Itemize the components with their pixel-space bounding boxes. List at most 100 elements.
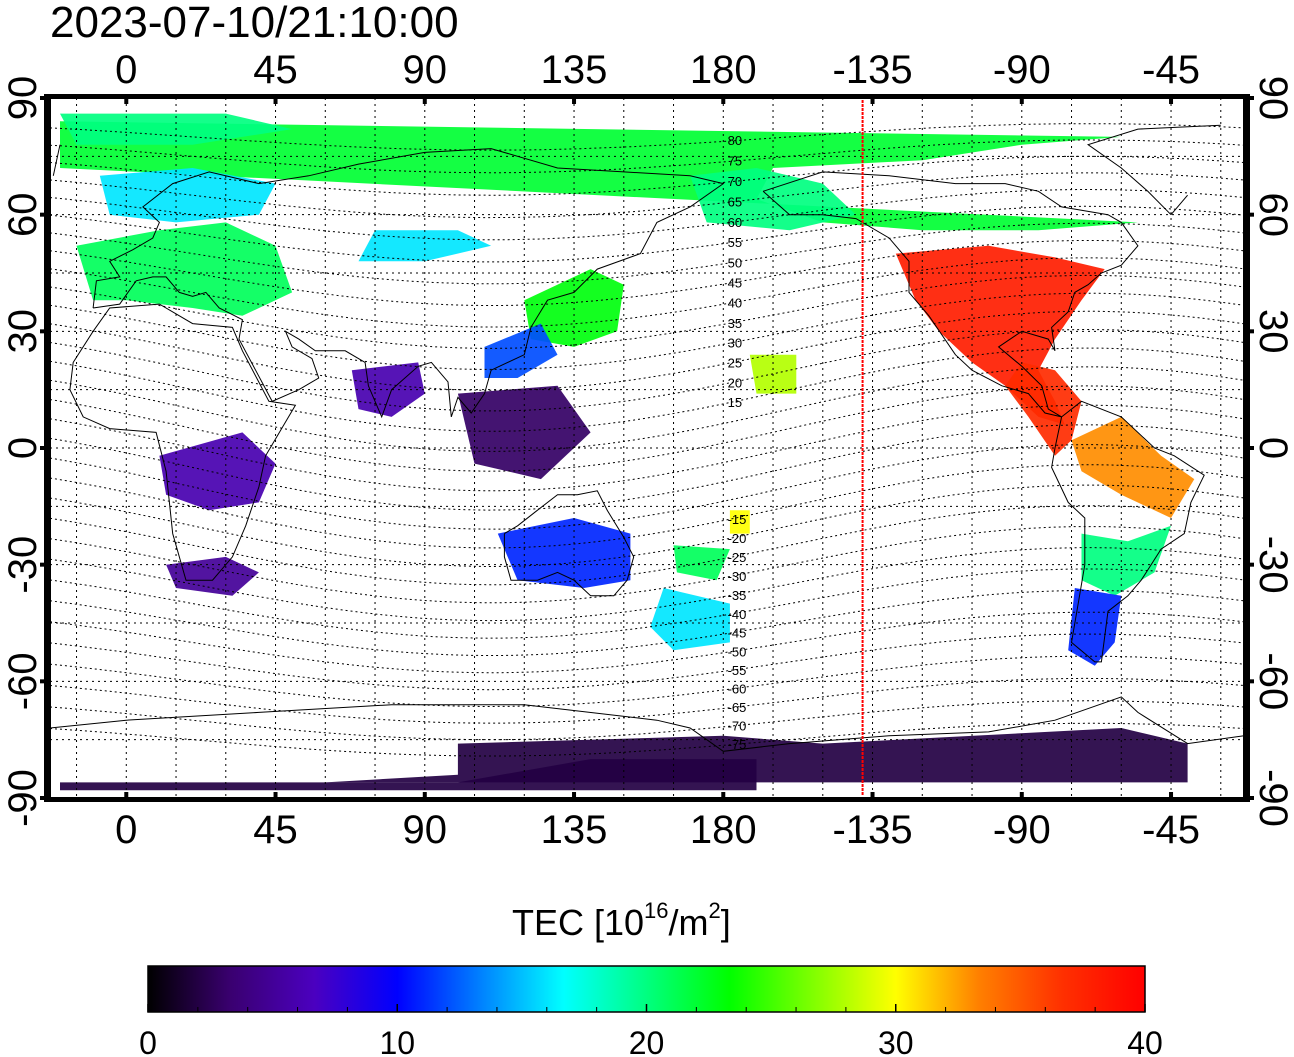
- lat-label-left: 30: [1, 309, 45, 354]
- magnetic-contour-30: [49, 292, 1245, 370]
- lon-label-bottom: 0: [115, 808, 137, 852]
- magnetic-label-15: 15: [728, 395, 742, 410]
- lat-label-left: 60: [1, 192, 45, 237]
- lat-tick-right: [1244, 796, 1254, 800]
- lat-label-right: 90: [1251, 76, 1294, 121]
- magnetic-label--60: -60: [728, 682, 747, 697]
- lon-tick-bottom: [273, 792, 278, 802]
- tec-patch-south-america-north: [1071, 416, 1195, 518]
- lat-label-right: 30: [1251, 309, 1294, 354]
- lat-tick-left: [40, 562, 50, 567]
- lon-label-bottom: -135: [833, 808, 913, 852]
- lon-tick-top: [273, 94, 278, 104]
- lat-tick-right: [1244, 562, 1254, 567]
- magnetic-contour-50: [49, 222, 1245, 285]
- magnetic-contour-40: [49, 257, 1245, 328]
- lat-label-left: -30: [1, 536, 45, 594]
- lat-axes: 90 90 60 60 30 30 0 0 -30 -30 -60 -60 -90 -90: [1, 76, 1294, 827]
- lon-tick-bottom: [1019, 792, 1024, 802]
- lon-tick-top: [124, 94, 129, 104]
- lon-label-top: -45: [1142, 48, 1200, 92]
- tec-patches: [60, 113, 1195, 791]
- bottom-axis-strip: [50, 798, 1244, 802]
- top-axis-strip: [50, 94, 1244, 98]
- magnetic-label--20: -20: [728, 531, 747, 546]
- magnetic-label-70: 70: [728, 174, 742, 189]
- lon-label-top: 45: [253, 48, 298, 92]
- lon-label-top: 90: [403, 48, 448, 92]
- lat-label-left: 90: [1, 76, 45, 121]
- lon-tick-bottom: [721, 792, 726, 802]
- magnetic-contour--60: [49, 655, 1245, 708]
- lon-label-top: 0: [115, 48, 137, 92]
- magnetic-label-60: 60: [728, 215, 742, 230]
- magnetic-contour-65: [49, 172, 1245, 219]
- grid: [50, 98, 1244, 798]
- lon-label-top: 135: [541, 48, 608, 92]
- magnetic-contour--35: [49, 547, 1245, 622]
- magnetic-contour--50: [49, 611, 1245, 674]
- lat-label-right: -30: [1251, 536, 1294, 594]
- tec-patch-russia: [358, 230, 492, 262]
- magnetic-contour--40: [49, 568, 1245, 639]
- tec-patch-europe: [76, 222, 293, 316]
- tec-patch-southeast-asia: [457, 385, 591, 480]
- tec-patch-north-america: [895, 245, 1105, 425]
- magnetic-label-55: 55: [728, 235, 742, 250]
- tec-patch-central-america: [1005, 362, 1082, 456]
- lat-label-right: -60: [1251, 652, 1294, 710]
- magnetic-label--75: -75: [728, 737, 747, 752]
- lat-label-right: 60: [1251, 192, 1294, 237]
- magnetic-label-20: 20: [728, 375, 742, 390]
- magnetic-contour--45: [49, 590, 1245, 656]
- map-timestamp: 2023-07-10/21:10:00: [50, 0, 459, 47]
- tec-patch-africa: [159, 432, 276, 511]
- magnetic-label-25: 25: [728, 356, 742, 371]
- magnetic-contour--65: [49, 677, 1245, 724]
- lat-tick-right: [1244, 679, 1254, 684]
- magnetic-label-35: 35: [728, 316, 742, 331]
- lon-label-bottom: 135: [541, 808, 608, 852]
- lat-tick-right: [1244, 212, 1254, 217]
- coastline-africa: [69, 303, 297, 581]
- tec-patch-new-zealand-north: [673, 545, 730, 581]
- tec-patch-scandinavia: [99, 168, 276, 223]
- lon-tick-top: [1169, 94, 1174, 104]
- colorbar-title: TEC [1016/m2]: [512, 898, 731, 944]
- colorbar-title-mid: /m: [668, 902, 709, 943]
- lat-tick-left: [40, 679, 50, 684]
- magnetic-contour--55: [49, 633, 1245, 691]
- lat-label-left: -60: [1, 652, 45, 710]
- lat-tick-right: [1244, 96, 1254, 100]
- colorbar-tick-label: 10: [379, 1025, 415, 1057]
- lat-tick-left: [40, 212, 50, 217]
- tec-patch-south-america-south: [1068, 588, 1122, 666]
- magnetic-label-80: 80: [728, 133, 742, 148]
- coastline-south-america: [1051, 400, 1205, 663]
- lon-label-bottom: 180: [690, 808, 757, 852]
- lat-tick-left: [40, 796, 50, 800]
- tec-patch-fiji: [729, 510, 750, 534]
- lat-label-right: -90: [1251, 769, 1294, 827]
- colorbar-title-exp2: 2: [708, 898, 721, 923]
- lon-tick-top: [1019, 94, 1024, 104]
- lat-tick-left: [40, 446, 50, 450]
- magnetic-label--50: -50: [728, 644, 747, 659]
- magnetic-contour-60: [49, 188, 1245, 241]
- colorbar-title-prefix: TEC [10: [512, 902, 645, 943]
- magnetic-label--45: -45: [728, 626, 747, 641]
- lon-tick-bottom: [422, 792, 427, 802]
- colorbar-tick-label: 40: [1127, 1025, 1163, 1057]
- lon-label-bottom: 90: [403, 808, 448, 852]
- magnetic-label--40: -40: [728, 607, 747, 622]
- magnetic-label--35: -35: [728, 588, 747, 603]
- colorbar: 0 10 20 30 40: [139, 965, 1163, 1057]
- magnetic-label-45: 45: [728, 276, 742, 291]
- lat-label-left: 0: [1, 437, 45, 459]
- tec-patch-south-africa: [166, 556, 259, 596]
- magnetic-label-65: 65: [728, 194, 742, 209]
- tec-patch-south-america-mid: [1081, 525, 1171, 596]
- magnetic-label--70: -70: [728, 719, 747, 734]
- coastline-antarctica: [49, 696, 1245, 752]
- colorbar-ticks: 0 10 20 30 40: [139, 1004, 1163, 1057]
